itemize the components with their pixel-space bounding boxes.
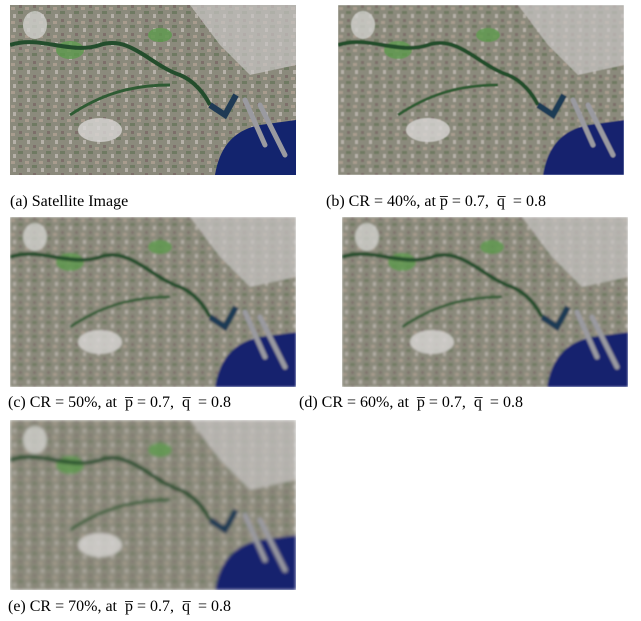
caption: (c) CR = 50%, at p̅ = 0.7, q̅ = 0.8	[8, 394, 231, 412]
satellite-image	[10, 5, 296, 175]
caption: (b) CR = 40%, at p̅ = 0.7, q̅ = 0.8	[326, 193, 546, 211]
reconstructed-image	[338, 5, 624, 175]
caption: (e) CR = 70%, at p̅ = 0.7, q̅ = 0.8	[8, 598, 231, 616]
reconstructed-image	[10, 420, 296, 590]
reconstructed-image	[10, 217, 296, 387]
caption: (a) Satellite Image	[10, 193, 128, 211]
caption: (d) CR = 60%, at p̅ = 0.7, q̅ = 0.8	[299, 394, 523, 412]
figure: (a) Satellite Image (b) CR = 40%, at p̅ …	[0, 0, 641, 621]
reconstructed-image	[342, 217, 628, 387]
